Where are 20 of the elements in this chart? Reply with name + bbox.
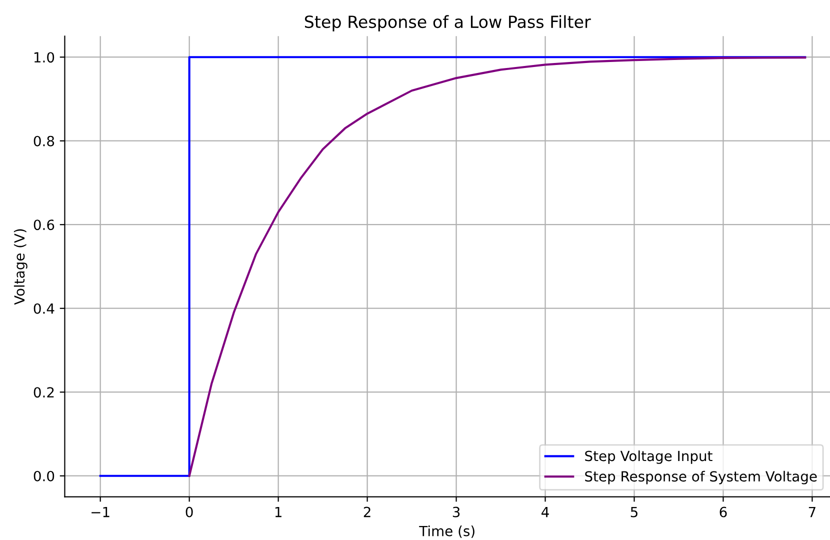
legend-label: Step Response of System Voltage (585, 470, 817, 484)
x-tick-label: 6 (720, 506, 727, 518)
y-tick-label: 0.8 (34, 136, 54, 146)
x-tick-label: 3 (452, 506, 460, 518)
x-tick-label: 4 (542, 506, 549, 518)
legend-label: Step Voltage Input (585, 450, 712, 464)
y-tick-label: 1.0 (34, 52, 54, 63)
chart-title: Step Response of a Low Pass Filter (304, 15, 591, 32)
y-tick-label: 0.6 (34, 220, 54, 230)
x-tick-label: 7 (808, 506, 816, 518)
x-tick-label: 2 (364, 506, 370, 518)
x-axis-title: Time (s) (419, 526, 474, 538)
y-tick-label: 0.0 (34, 470, 54, 482)
x-tick-label: 1 (275, 506, 282, 518)
x-tick-label: −1 (92, 506, 110, 518)
y-tick-label: 0.4 (34, 303, 54, 314)
y-axis-title: Voltage (V) (14, 229, 28, 305)
x-tick-label: 5 (630, 506, 638, 518)
y-tick-label: 0.2 (34, 387, 54, 398)
x-tick-label: 0 (186, 506, 193, 518)
